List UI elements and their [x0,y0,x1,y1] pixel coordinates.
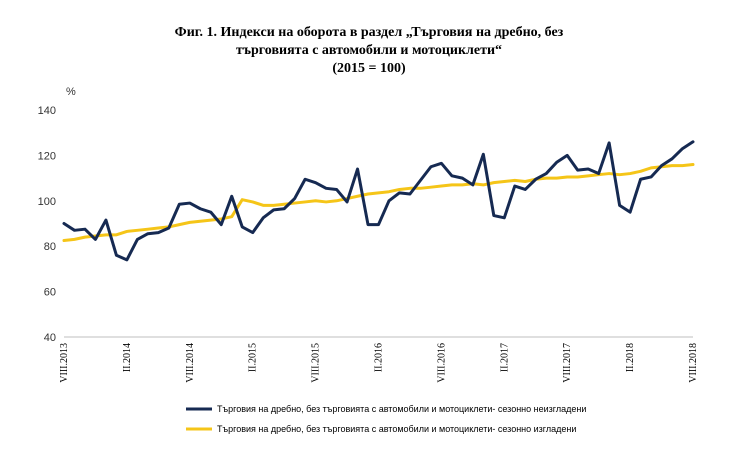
legend-label: Търговия на дребно, без търговията с авт… [217,424,576,434]
x-tick-label: VIII.2017 [562,343,573,383]
x-tick-label: VIII.2015 [311,343,322,383]
series-layer [62,140,695,262]
x-tick-label: II.2014 [122,343,133,372]
x-tick-label: II.2018 [625,343,636,372]
x-tick-label: II.2015 [248,343,259,372]
x-tick-label: II.2016 [374,343,385,372]
chart-title-line-2: търговията с автомобили и мотоциклети“ [235,43,503,58]
chart-title-line-1: Фиг. 1. Индекси на оборота в раздел „Тър… [174,25,564,40]
x-tick-label: VIII.2013 [59,343,70,383]
y-tick-label: 100 [38,196,56,208]
chart-title-line-3: (2015 = 100) [332,61,406,76]
series-line-seasonally-adjusted [62,162,695,243]
y-tick-label: 40 [44,332,56,344]
y-tick-label: 60 [44,287,56,299]
x-axis: VIII.2013 II.2014 VIII.2014 II.2015 VIII.201… [59,336,699,383]
legend: Търговия на дребно, без търговията с авт… [186,404,586,434]
x-tick-label: VIII.2016 [436,343,447,383]
y-tick-label: 120 [38,150,56,162]
x-tick-label: VIII.2018 [688,343,699,383]
y-axis: % 40 60 80 100 120 140 [38,86,76,344]
y-tick-label: 80 [44,241,56,253]
x-tick-label: II.2017 [499,343,510,372]
y-tick-label: 140 [38,105,56,117]
legend-label: Търговия на дребно, без търговията с авт… [217,404,586,414]
y-axis-unit-label: % [66,86,76,98]
x-tick-label: VIII.2014 [185,343,196,383]
series-line-non-adjusted [62,140,695,262]
